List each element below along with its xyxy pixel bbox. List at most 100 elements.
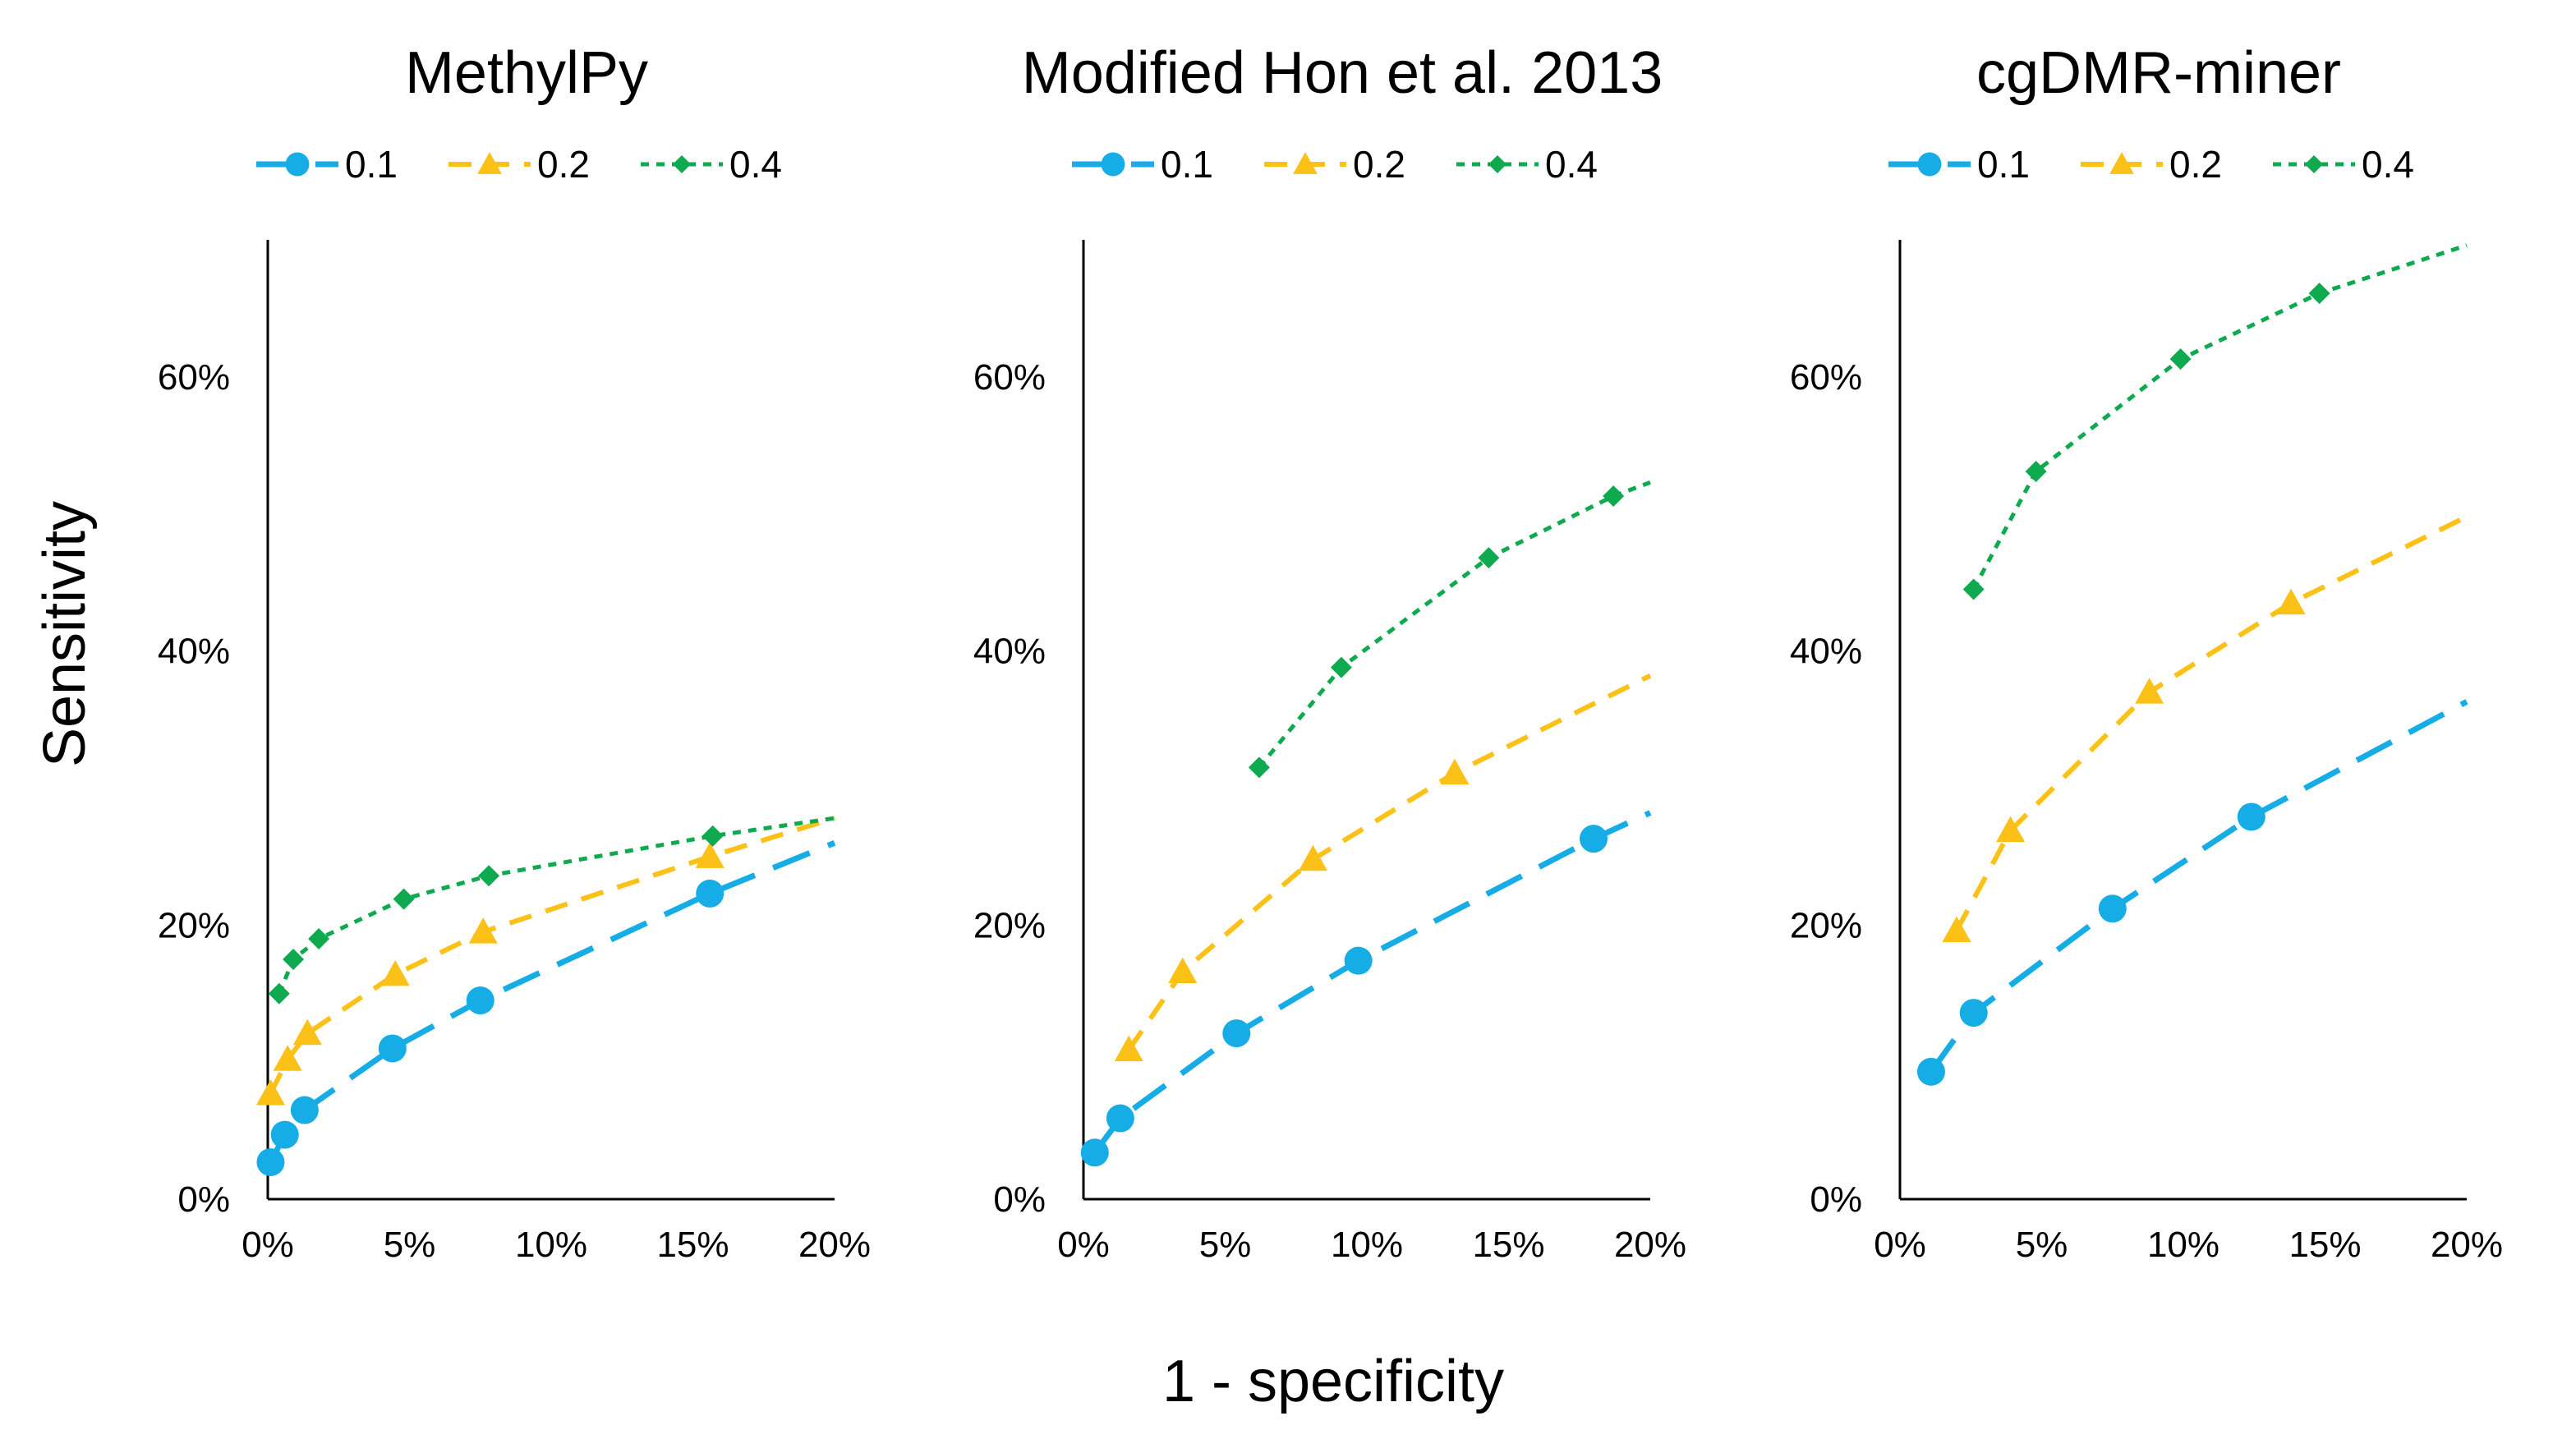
series-0.4 xyxy=(1962,243,2468,600)
data-point xyxy=(696,879,724,908)
legend-label: 0.4 xyxy=(729,143,782,186)
legend-item: 0.2 xyxy=(2081,143,2222,186)
series-0.1 xyxy=(1916,699,2468,1086)
data-point xyxy=(255,1079,285,1106)
x-tick-label: 0% xyxy=(1874,1225,1926,1265)
y-tick-label: 20% xyxy=(158,905,230,945)
legend-item: 0.2 xyxy=(1264,143,1405,186)
data-point xyxy=(283,949,305,970)
legend-marker xyxy=(1488,154,1507,174)
y-tick-label: 0% xyxy=(993,1179,1046,1220)
x-tick-label: 5% xyxy=(1199,1225,1252,1265)
legend-marker xyxy=(1917,152,1942,177)
y-tick-label: 0% xyxy=(177,1179,230,1220)
data-point xyxy=(2308,283,2330,305)
series-line xyxy=(1257,480,1651,769)
data-point xyxy=(1080,1138,1109,1167)
chart-panel-2: Modified Hon et al. 2013 0.1 0.2 0.4 0% 20% 40… xyxy=(973,40,1686,1265)
data-point xyxy=(478,865,500,887)
y-tick-label: 40% xyxy=(1790,632,1862,672)
legend-label: 0.1 xyxy=(1161,143,1213,186)
x-axis-title: 1 - specificity xyxy=(1162,1349,1504,1414)
chart-title: cgDMR-miner xyxy=(1976,40,2341,106)
x-tick-label: 0% xyxy=(242,1225,294,1265)
x-tick-label: 10% xyxy=(1331,1225,1403,1265)
data-point xyxy=(1916,1057,1945,1086)
series-0.1 xyxy=(1080,810,1652,1167)
legend-label: 0.4 xyxy=(2362,143,2414,186)
series-line xyxy=(1954,514,2468,932)
legend-label: 0.2 xyxy=(537,143,590,186)
legend-item: 0.4 xyxy=(1456,143,1598,186)
chart-title: Modified Hon et al. 2013 xyxy=(1022,40,1663,106)
data-point xyxy=(393,888,415,910)
chart-panel-3: cgDMR-miner 0.1 0.2 0.4 0% 20% 40% 60% 0% 5% 10% 15… xyxy=(1790,40,2503,1265)
legend-marker xyxy=(477,152,502,174)
data-point xyxy=(256,1147,285,1176)
legend: 0.1 0.2 0.4 xyxy=(256,143,782,186)
legend-label: 0.1 xyxy=(345,143,398,186)
y-tick-label: 20% xyxy=(973,905,1046,945)
series-line xyxy=(1126,673,1652,1051)
series-0.1 xyxy=(256,839,836,1176)
data-point xyxy=(1478,547,1500,569)
data-point xyxy=(290,1096,319,1124)
series-0.2 xyxy=(255,816,835,1106)
y-tick-label: 40% xyxy=(973,632,1046,672)
series-0.2 xyxy=(1114,673,1652,1062)
data-point xyxy=(1942,916,1971,942)
x-tick-label: 15% xyxy=(2288,1225,2361,1265)
data-point xyxy=(2025,460,2047,482)
data-point xyxy=(1603,485,1625,508)
y-tick-label: 60% xyxy=(158,357,230,398)
x-tick-label: 10% xyxy=(515,1225,587,1265)
legend-label: 0.2 xyxy=(1353,143,1405,186)
legend-item: 0.1 xyxy=(1888,143,2030,186)
legend-item: 0.2 xyxy=(448,143,590,186)
data-point xyxy=(1959,999,1988,1028)
data-point xyxy=(1996,816,2026,843)
x-tick-label: 10% xyxy=(2147,1225,2220,1265)
data-point xyxy=(270,1120,299,1149)
data-point xyxy=(1440,758,1470,785)
legend-item: 0.1 xyxy=(1072,143,1213,186)
data-point xyxy=(1330,656,1352,678)
y-tick-label: 20% xyxy=(1790,905,1862,945)
legend-marker xyxy=(2304,154,2324,174)
legend-marker xyxy=(1293,152,1318,174)
data-point xyxy=(273,1045,302,1071)
data-point xyxy=(308,927,330,949)
data-point xyxy=(1962,578,1985,600)
data-point xyxy=(1114,1035,1143,1062)
series-line xyxy=(1929,699,2468,1074)
legend-item: 0.4 xyxy=(641,143,782,186)
data-point xyxy=(1106,1104,1134,1133)
data-point xyxy=(1580,825,1608,853)
legend-marker xyxy=(1101,152,1125,177)
series-line xyxy=(268,816,835,1095)
x-tick-label: 15% xyxy=(1472,1225,1544,1265)
legend: 0.1 0.2 0.4 xyxy=(1888,143,2414,186)
series-line xyxy=(1971,243,2468,591)
x-tick-label: 20% xyxy=(1614,1225,1686,1265)
data-point xyxy=(268,982,290,1005)
y-tick-label: 40% xyxy=(158,632,230,672)
data-point xyxy=(2237,802,2266,831)
data-point xyxy=(466,986,494,1015)
data-point xyxy=(468,917,498,944)
legend: 0.1 0.2 0.4 xyxy=(1072,143,1598,186)
x-tick-label: 20% xyxy=(798,1225,871,1265)
x-tick-label: 15% xyxy=(656,1225,729,1265)
data-point xyxy=(380,959,410,986)
data-point xyxy=(1248,756,1270,779)
y-tick-label: 0% xyxy=(1810,1179,1862,1220)
legend-label: 0.2 xyxy=(2169,143,2222,186)
data-point xyxy=(2135,678,2164,704)
x-tick-label: 5% xyxy=(384,1225,436,1265)
data-point xyxy=(1168,957,1198,984)
data-point xyxy=(292,1018,322,1046)
x-tick-label: 20% xyxy=(2431,1225,2503,1265)
data-point xyxy=(2276,588,2306,615)
